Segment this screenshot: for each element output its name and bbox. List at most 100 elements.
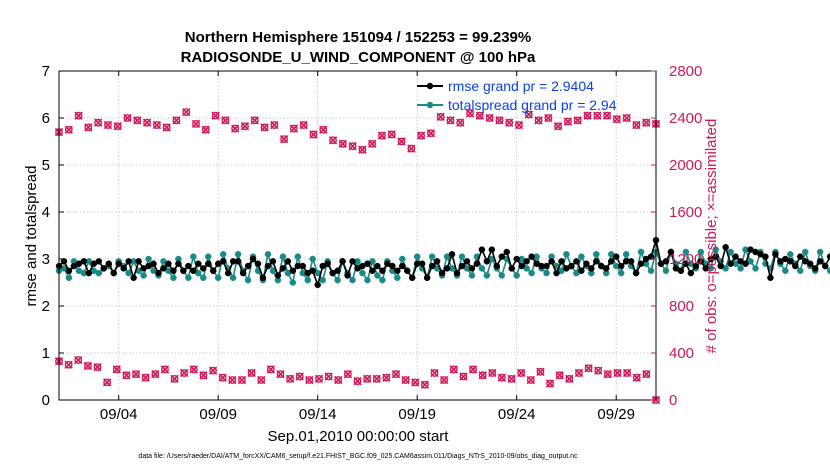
obs-low-assimilated-marker	[526, 375, 535, 385]
obs-low-x-stroke	[237, 375, 247, 385]
obs-low-assimilated-marker	[401, 375, 410, 385]
obs-low-assimilated-marker	[151, 369, 160, 379]
obs-low-possible-marker	[199, 371, 208, 380]
obs-high-possible-marker	[505, 118, 514, 127]
obs-low-possible-marker	[228, 376, 237, 384]
rmse-point	[662, 258, 670, 265]
legend-spread-marker	[426, 101, 434, 109]
obs-low-assimilated-marker	[334, 375, 343, 385]
obs-low-possible-marker	[151, 370, 160, 379]
obs-low-x-stroke	[334, 375, 343, 385]
obs-low-assimilated-marker	[478, 371, 487, 380]
obs-low-x-stroke	[295, 372, 304, 381]
obs-low-assimilated-marker	[266, 365, 276, 374]
obs-low-possible-marker	[603, 370, 612, 379]
rmse-point	[254, 260, 262, 267]
right-tick-label: 2800	[669, 63, 702, 80]
obs-high-assimilated-marker	[152, 120, 162, 130]
obs-low-possible-marker	[103, 378, 112, 387]
obs-high-x-stroke	[436, 112, 445, 121]
obs-low-x-stroke	[517, 368, 526, 378]
rmse-point	[712, 253, 719, 260]
spread-point	[483, 272, 491, 279]
rmse-point	[125, 258, 132, 265]
obs-low-assimilated-marker	[488, 368, 497, 378]
obs-high-x-stroke	[279, 134, 289, 144]
spread-point	[498, 272, 506, 279]
spread-point	[617, 269, 625, 277]
obs-high-possible-marker	[123, 114, 132, 122]
obs-high-assimilated-marker	[103, 120, 113, 130]
spread-point	[797, 267, 804, 274]
obs-high-x-stroke	[368, 139, 377, 149]
rmse-point	[612, 253, 620, 260]
obs-high-assimilated-marker	[338, 139, 347, 149]
left-tick-label: 1	[42, 345, 50, 362]
obs-high-x-stroke	[201, 125, 210, 134]
obs-low-x-stroke	[305, 375, 314, 385]
obs-high-assimilated-marker	[505, 118, 514, 127]
obs-low-assimilated-marker	[343, 369, 353, 379]
obs-low-possible-marker	[594, 366, 603, 375]
rmse-point	[627, 258, 635, 265]
obs-low-x-stroke	[642, 369, 651, 379]
rmse-point	[821, 262, 829, 270]
obs-high-x-stroke	[407, 144, 416, 153]
spread-point	[289, 279, 297, 286]
obs-low-x-stroke	[218, 373, 227, 382]
obs-low-x-stroke	[468, 365, 478, 374]
obs-low-possible-marker	[122, 371, 131, 380]
obs-low-possible-marker	[632, 373, 641, 382]
obs-low-x-stroke	[353, 377, 362, 386]
spread-point	[244, 276, 252, 284]
obs-high-x-stroke	[534, 116, 543, 125]
spread-point	[513, 272, 520, 279]
obs-high-x-stroke	[465, 109, 475, 118]
obs-high-x-stroke	[338, 139, 347, 149]
obs-low-x-stroke	[285, 374, 295, 384]
rmse-point	[284, 258, 292, 265]
rmse-point	[408, 274, 416, 282]
right-tick-label: 1200	[669, 251, 702, 268]
obs-low-x-stroke	[603, 369, 613, 379]
rmse-point	[239, 269, 247, 277]
rmse-point	[811, 265, 819, 272]
obs-low-assimilated-marker	[189, 365, 198, 374]
spread-point	[359, 269, 366, 277]
x-tick-label: 09/24	[498, 406, 536, 423]
obs-high-possible-marker	[485, 114, 494, 122]
obs-low-assimilated-marker	[632, 373, 641, 382]
obs-high-possible-marker	[358, 145, 367, 154]
plot-frame	[58, 70, 657, 401]
rmse-point	[155, 269, 162, 277]
rmse-point	[180, 267, 187, 274]
obs-high-x-stroke	[309, 130, 318, 139]
right-tick-label: 800	[669, 298, 694, 315]
obs-low-assimilated-marker	[642, 369, 651, 379]
rmse-point	[259, 274, 267, 282]
rmse-point	[369, 267, 376, 274]
obs-low-possible-marker	[324, 372, 333, 381]
obs-low-x-stroke	[102, 378, 112, 387]
obs-low-assimilated-marker	[314, 374, 324, 384]
spread-point	[319, 276, 326, 284]
obs-low-assimilated-marker	[257, 375, 266, 385]
left-tick-label: 5	[42, 157, 50, 174]
obs-high-possible-marker	[397, 137, 406, 146]
obs-high-possible-marker	[387, 130, 396, 139]
obs-low-possible-marker	[286, 374, 294, 383]
obs-high-assimilated-marker	[64, 125, 73, 134]
left-tick-label: 0	[42, 392, 50, 409]
obs-low-assimilated-marker	[613, 368, 622, 378]
obs-low-assimilated-marker	[276, 369, 285, 379]
obs-low-assimilated-marker	[218, 373, 227, 382]
spread-point	[428, 253, 436, 260]
obs-low-assimilated-marker	[536, 367, 545, 376]
obs-high-possible-marker	[289, 124, 298, 133]
obs-high-possible-marker	[280, 135, 288, 144]
x-axis-label: Sep.01,2010 00:00:00 start	[268, 428, 450, 445]
obs-high-possible-marker	[583, 111, 592, 120]
spread-point	[334, 276, 341, 284]
rmse-point	[334, 267, 341, 274]
